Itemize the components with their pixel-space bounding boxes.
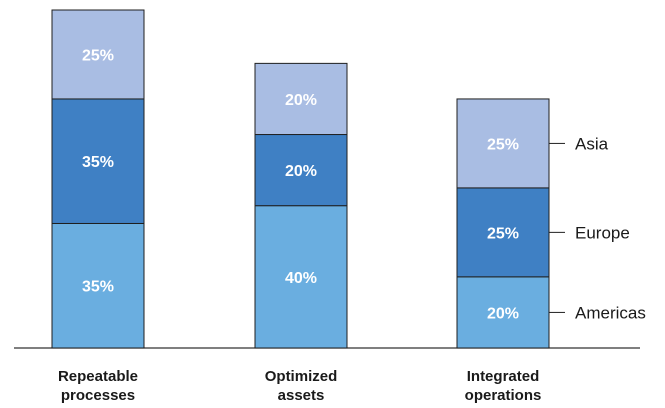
legend-label-europe: Europe (575, 223, 630, 242)
bar-segment-americas-2 (254, 205, 348, 349)
bar-segment-asia-2 (254, 62, 348, 136)
data-label-asia-3: 25% (487, 136, 519, 153)
data-label-europe-1: 35% (82, 154, 114, 171)
data-label-americas-3: 20% (487, 305, 519, 322)
segment-labels-group: 35% 35% 25% 40% 20% 20% 20% 25% 25% (82, 47, 519, 322)
data-label-asia-1: 25% (82, 47, 114, 64)
category-label-2: Optimized assets (265, 368, 338, 404)
bar-segment-asia-3 (456, 98, 550, 189)
legend-label-asia: Asia (575, 134, 609, 153)
legend: Americas Europe Asia (549, 134, 646, 322)
bar-segment-europe-1 (51, 98, 145, 224)
category-label-line: operations (465, 387, 542, 404)
category-label-line: Repeatable (58, 368, 138, 385)
bar-segment-americas-1 (51, 222, 145, 349)
bar-segment-asia-1 (51, 9, 145, 100)
category-label-line: assets (278, 387, 325, 404)
category-label-3: Integrated operations (465, 368, 542, 404)
data-label-americas-2: 40% (285, 270, 317, 287)
bar-segment-europe-2 (254, 134, 348, 207)
category-label-line: Integrated (467, 368, 540, 385)
data-label-europe-2: 20% (285, 163, 317, 180)
category-label-line: processes (61, 387, 135, 404)
data-label-asia-2: 20% (285, 92, 317, 109)
bar-segment-europe-3 (456, 187, 550, 278)
category-label-line: Optimized (265, 368, 338, 385)
bars-group (51, 9, 550, 349)
data-label-europe-3: 25% (487, 225, 519, 242)
category-label-1: Repeatable processes (58, 368, 138, 404)
data-label-americas-1: 35% (82, 279, 114, 296)
legend-label-americas: Americas (575, 303, 646, 322)
category-labels-group: Repeatable processes Optimized assets Integr… (58, 368, 541, 404)
